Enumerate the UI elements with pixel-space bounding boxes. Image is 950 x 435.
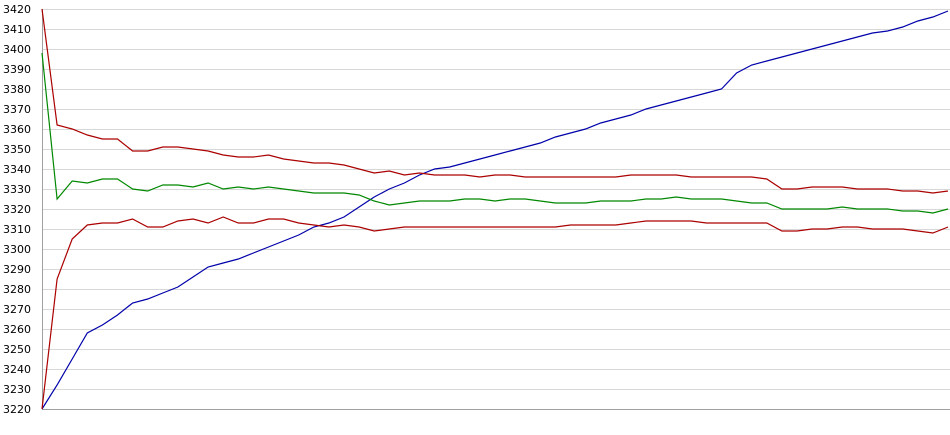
y-tick-label: 3230 bbox=[3, 383, 31, 396]
y-tick-label: 3350 bbox=[3, 143, 31, 156]
y-tick-label: 3340 bbox=[3, 163, 31, 176]
plot-area bbox=[41, 8, 949, 410]
y-tick-label: 3260 bbox=[3, 323, 31, 336]
y-tick-label: 3410 bbox=[3, 23, 31, 36]
y-tick-label: 3400 bbox=[3, 43, 31, 56]
y-tick-label: 3240 bbox=[3, 363, 31, 376]
series-line bbox=[41, 52, 949, 214]
y-tick-label: 3360 bbox=[3, 123, 31, 136]
y-tick-label: 3330 bbox=[3, 183, 31, 196]
y-tick-label: 3300 bbox=[3, 243, 31, 256]
y-tick-label: 3270 bbox=[3, 303, 31, 316]
y-tick-label: 3420 bbox=[3, 3, 31, 16]
series-line bbox=[41, 10, 949, 410]
y-tick-label: 3390 bbox=[3, 63, 31, 76]
y-tick-label: 3220 bbox=[3, 403, 31, 416]
grid: 3220 3230 3240 3250 3260 3270 3280 3290 3300 3310… bbox=[3, 3, 950, 416]
series-line bbox=[41, 216, 949, 410]
y-tick-label: 3380 bbox=[3, 83, 31, 96]
y-tick-label: 3310 bbox=[3, 223, 31, 236]
y-tick-label: 3290 bbox=[3, 263, 31, 276]
y-tick-label: 3370 bbox=[3, 103, 31, 116]
y-tick-label: 3250 bbox=[3, 343, 31, 356]
y-tick-label: 3280 bbox=[3, 283, 31, 296]
y-tick-label: 3320 bbox=[3, 203, 31, 216]
series-line bbox=[41, 8, 949, 194]
